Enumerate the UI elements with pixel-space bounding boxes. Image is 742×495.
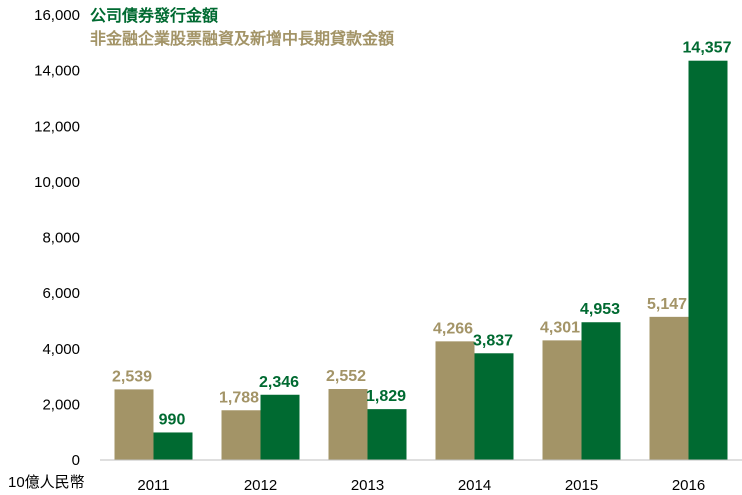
bar-series-1-2013	[367, 409, 407, 460]
bar-series-0-2011	[114, 389, 154, 460]
unit-label: 10億人民幣	[8, 474, 85, 491]
x-tick-label: 2013	[351, 477, 384, 494]
y-tick-label: 0	[72, 452, 80, 469]
data-label: 2,539	[112, 368, 152, 385]
x-tick-label: 2014	[458, 477, 491, 494]
data-label: 990	[159, 411, 186, 428]
y-tick-label: 10,000	[34, 174, 80, 191]
bar-series-1-2012	[260, 394, 300, 460]
y-tick-label: 14,000	[34, 63, 80, 80]
data-label: 1,829	[366, 388, 406, 405]
data-label: 3,837	[473, 332, 513, 349]
x-tick-label: 2016	[672, 477, 705, 494]
bar-series-1-2015	[581, 322, 621, 460]
x-tick-label: 2012	[244, 477, 277, 494]
y-tick-label: 2,000	[42, 396, 80, 413]
bar-series-1-2011	[153, 432, 193, 460]
y-tick-label: 6,000	[42, 285, 80, 302]
data-label: 1,788	[219, 389, 259, 406]
bar-series-0-2014	[435, 341, 475, 460]
data-label: 4,266	[433, 320, 473, 337]
y-tick-label: 4,000	[42, 341, 80, 358]
y-axis: 0 2,000 4,000 6,000 8,000 10,000 12,000 14,000 1…	[34, 7, 80, 469]
bar-series-1-2016	[688, 60, 728, 461]
bar-series-0-2016	[649, 316, 689, 460]
bar-series-0-2012	[221, 410, 261, 460]
legend-entry: 非金融企業股票融資及新增中長期貸款金額	[90, 29, 394, 48]
data-label: 4,301	[540, 319, 580, 336]
data-label: 4,953	[580, 301, 620, 318]
y-tick-label: 16,000	[34, 7, 80, 24]
data-label: 2,552	[326, 368, 366, 385]
y-tick-label: 12,000	[34, 118, 80, 135]
x-tick-label: 2011	[137, 477, 169, 494]
x-tick-label: 2015	[565, 477, 598, 494]
bar-series-0-2013	[328, 389, 368, 460]
data-label: 5,147	[647, 296, 687, 313]
bar-series-1-2014	[474, 353, 514, 460]
data-label: 14,357	[683, 40, 732, 57]
x-axis: 2011 2012 2013 2014 2015 2016	[137, 477, 705, 494]
y-tick-label: 8,000	[42, 230, 80, 247]
legend-entry: 公司債券發行金額	[90, 6, 218, 25]
data-label: 2,346	[259, 374, 299, 391]
bar-series-0-2015	[542, 340, 582, 460]
